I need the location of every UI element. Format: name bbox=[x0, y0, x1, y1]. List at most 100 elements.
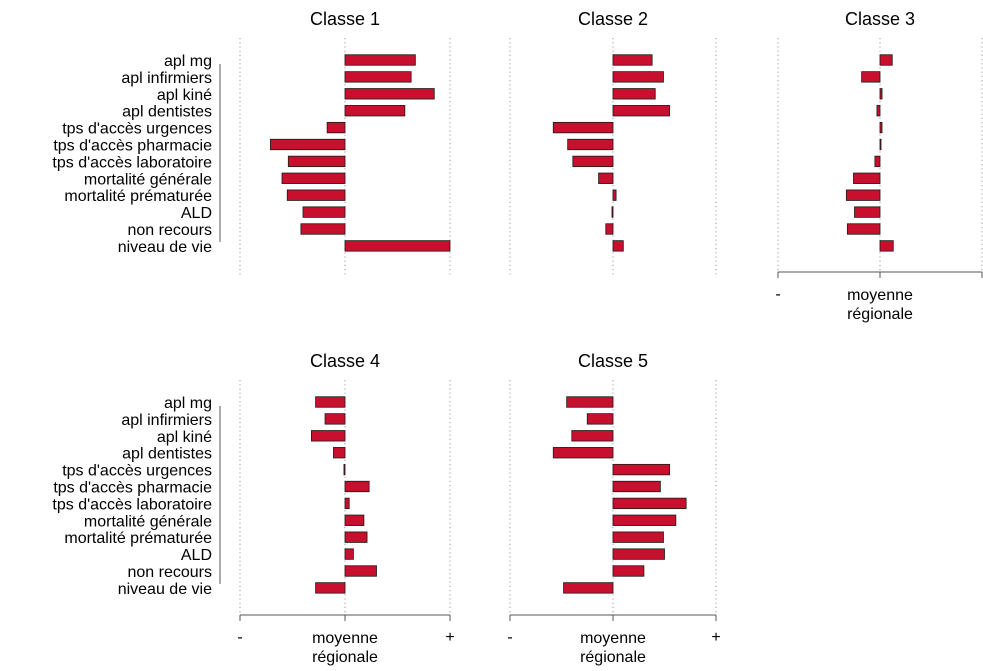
bar-11 bbox=[344, 565, 377, 577]
bar-6 bbox=[879, 138, 882, 151]
tick-label-center-line2: régionale bbox=[312, 649, 378, 666]
bar-11 bbox=[605, 223, 614, 235]
tick-label-plus: + bbox=[445, 629, 454, 646]
variable-label: tps d'accès laboratoire bbox=[52, 496, 212, 513]
bar-5 bbox=[612, 463, 671, 476]
bar-5 bbox=[343, 463, 346, 476]
bar-3 bbox=[612, 88, 656, 100]
bar-2 bbox=[324, 413, 346, 425]
variable-label: apl kiné bbox=[157, 429, 212, 446]
bar-4 bbox=[612, 105, 671, 117]
variable-label: mortalité prématurée bbox=[64, 188, 212, 205]
bar-10 bbox=[612, 548, 665, 560]
bar-9 bbox=[286, 189, 346, 201]
bar-5 bbox=[326, 121, 346, 134]
bar-3 bbox=[310, 430, 346, 442]
bar-4 bbox=[344, 105, 406, 117]
panel-classe-3: Classe 3 - moyenne régionale bbox=[775, 9, 983, 323]
panel-classe-5: Classe 5 - + moyenne régionale bbox=[507, 351, 720, 666]
tick-label-minus: - bbox=[237, 629, 242, 646]
bar-9 bbox=[344, 531, 368, 543]
bar-2 bbox=[344, 71, 412, 83]
bar-4 bbox=[876, 105, 881, 117]
variable-label: tps d'accès urgences bbox=[62, 463, 212, 480]
bar-9 bbox=[612, 531, 664, 543]
bar-10 bbox=[611, 206, 614, 218]
panel-title: Classe 2 bbox=[578, 9, 648, 29]
bar-8 bbox=[612, 514, 677, 526]
bar-5 bbox=[879, 121, 883, 134]
bar-12 bbox=[879, 240, 894, 252]
bar-2 bbox=[586, 413, 614, 425]
bar-7 bbox=[874, 155, 881, 168]
bar-10 bbox=[854, 206, 881, 218]
variable-label: tps d'accès urgences bbox=[62, 121, 212, 138]
bar-10 bbox=[344, 548, 354, 560]
variable-label: mortalité prématurée bbox=[64, 530, 212, 547]
bar-9 bbox=[845, 189, 881, 201]
variable-label: apl dentistes bbox=[122, 104, 212, 121]
bar-8 bbox=[344, 514, 365, 526]
tick-label-minus: - bbox=[507, 629, 512, 646]
variable-label: niveau de vie bbox=[118, 581, 212, 598]
bar-12 bbox=[563, 582, 614, 594]
bar-1 bbox=[612, 54, 653, 66]
bar-1 bbox=[879, 54, 893, 66]
variable-label: apl dentistes bbox=[122, 446, 212, 463]
variable-label: niveau de vie bbox=[118, 239, 212, 256]
bar-11 bbox=[300, 223, 346, 235]
bar-1 bbox=[315, 396, 346, 408]
bar-2 bbox=[861, 71, 881, 83]
tick-label-center-line2: régionale bbox=[580, 649, 646, 666]
bar-8 bbox=[281, 172, 346, 184]
variable-label: tps d'accès pharmacie bbox=[53, 138, 212, 155]
bar-12 bbox=[344, 240, 451, 252]
variable-label: ALD bbox=[181, 205, 212, 222]
bar-7 bbox=[572, 155, 614, 168]
bar-12 bbox=[315, 582, 346, 594]
bar-3 bbox=[344, 88, 435, 100]
variable-label: apl mg bbox=[164, 395, 212, 412]
bar-3 bbox=[879, 88, 883, 100]
variable-label: tps d'accès pharmacie bbox=[53, 480, 212, 497]
bar-6 bbox=[270, 138, 346, 151]
bar-8 bbox=[853, 172, 881, 184]
bar-10 bbox=[302, 206, 346, 218]
bar-3 bbox=[571, 430, 614, 442]
panel-title: Classe 3 bbox=[845, 9, 915, 29]
tick-label-center-line2: régionale bbox=[847, 306, 913, 323]
bar-11 bbox=[612, 565, 645, 577]
variable-label: apl infirmiers bbox=[121, 412, 212, 429]
bar-1 bbox=[566, 396, 614, 408]
variable-label: mortalité générale bbox=[84, 171, 212, 188]
panel-title: Classe 1 bbox=[310, 9, 380, 29]
tick-label-center: moyenne bbox=[312, 630, 378, 647]
bar-6 bbox=[344, 480, 370, 493]
bar-7 bbox=[344, 497, 350, 510]
variable-label: apl infirmiers bbox=[121, 70, 212, 87]
variable-label: tps d'accès laboratoire bbox=[52, 154, 212, 171]
tick-label-minus: - bbox=[775, 286, 780, 303]
panel-title: Classe 5 bbox=[578, 351, 648, 371]
panel-title: Classe 4 bbox=[310, 351, 380, 371]
panel-classe-2: Classe 2 bbox=[509, 9, 717, 275]
bar-6 bbox=[612, 480, 661, 493]
variable-label: non recours bbox=[128, 222, 213, 239]
variable-label: ALD bbox=[181, 547, 212, 564]
tick-label-center: moyenne bbox=[847, 287, 913, 304]
tick-label-plus: + bbox=[711, 629, 720, 646]
bar-9 bbox=[612, 189, 617, 201]
bar-6 bbox=[567, 138, 614, 151]
variable-label: apl kiné bbox=[157, 87, 212, 104]
variable-label: apl mg bbox=[164, 53, 212, 70]
bar-5 bbox=[552, 121, 614, 134]
bar-7 bbox=[287, 155, 346, 168]
bar-4 bbox=[333, 447, 346, 459]
bar-12 bbox=[612, 240, 624, 252]
bar-2 bbox=[612, 71, 664, 83]
bar-7 bbox=[612, 497, 687, 510]
bar-11 bbox=[846, 223, 881, 235]
